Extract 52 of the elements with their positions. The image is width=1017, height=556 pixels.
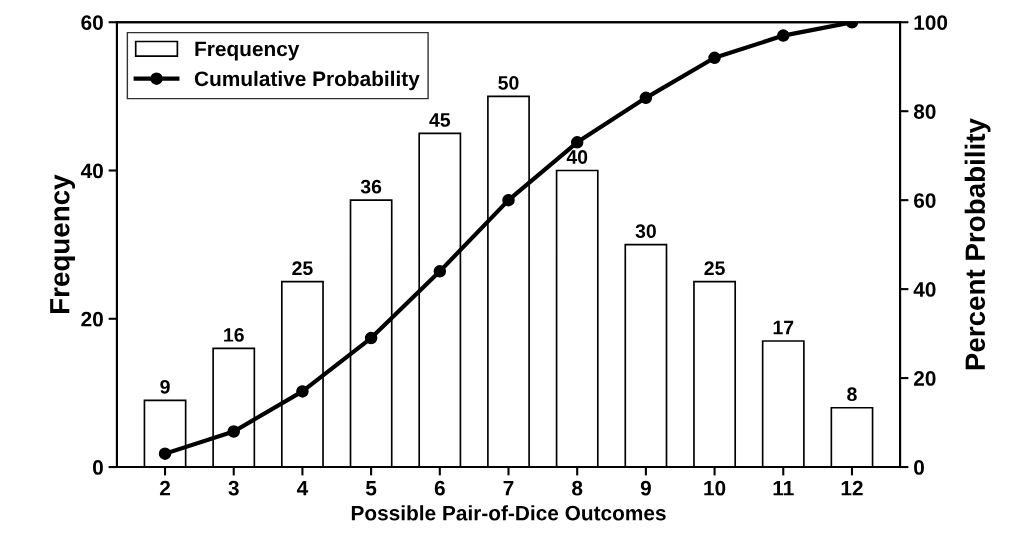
x-tick-label: 8 (572, 480, 583, 496)
y-tick-label: 40 (80, 163, 103, 179)
data-label: 30 (635, 224, 656, 239)
point (777, 29, 790, 42)
point (639, 91, 653, 105)
x-tick-label: 3 (228, 480, 239, 496)
x-tick-label: 4 (296, 481, 309, 496)
bar (555, 169, 599, 468)
point (296, 385, 309, 398)
x-tick-label: 6 (434, 480, 445, 496)
point (364, 331, 378, 345)
y2-tick-label: 60 (914, 193, 936, 208)
bar (761, 340, 805, 468)
y-tick-label: 60 (81, 15, 103, 30)
legend-label: Frequency (195, 41, 300, 61)
point (433, 265, 447, 278)
data-label: 16 (224, 328, 244, 342)
y-tick-label: 0 (93, 460, 103, 475)
data-label: 9 (160, 379, 170, 394)
data-label: 17 (773, 320, 794, 335)
y2-tick-label: 20 (913, 371, 936, 386)
y-tick-label: 20 (81, 311, 103, 327)
x-tick-label: 10 (704, 480, 726, 496)
y2-tick-label: 100 (914, 15, 948, 30)
bar (830, 406, 874, 468)
data-label: 8 (847, 387, 857, 402)
point (708, 51, 721, 65)
y2-tick-label: 80 (913, 104, 936, 119)
data-label: 50 (498, 75, 519, 90)
x-tick-label: 12 (841, 480, 863, 496)
point (502, 193, 515, 207)
data-label: 40 (566, 150, 588, 164)
bar (693, 280, 737, 468)
point (227, 425, 240, 438)
x-tick-label: 7 (503, 481, 514, 496)
legend-label: Cumulative Probability (194, 70, 420, 91)
point (570, 136, 584, 149)
x-axis-title: Possible Pair-of-Dice Outcomes (351, 505, 666, 521)
point (158, 447, 172, 460)
x-tick-label: 2 (159, 480, 170, 496)
data-label: 36 (360, 179, 382, 194)
data-label: 45 (429, 113, 451, 127)
data-label: 25 (704, 261, 725, 276)
y2-axis-title: Percent Probability (964, 118, 991, 370)
y2-tick-label: 40 (913, 282, 936, 297)
x-tick-label: 9 (640, 480, 651, 496)
x-tick-label: 5 (365, 481, 377, 496)
data-label: 25 (292, 261, 313, 276)
y2-tick-label: 0 (914, 460, 924, 475)
bar (624, 243, 668, 468)
y-axis-title: Frequency (50, 174, 76, 314)
x-tick-label: 11 (773, 481, 794, 496)
